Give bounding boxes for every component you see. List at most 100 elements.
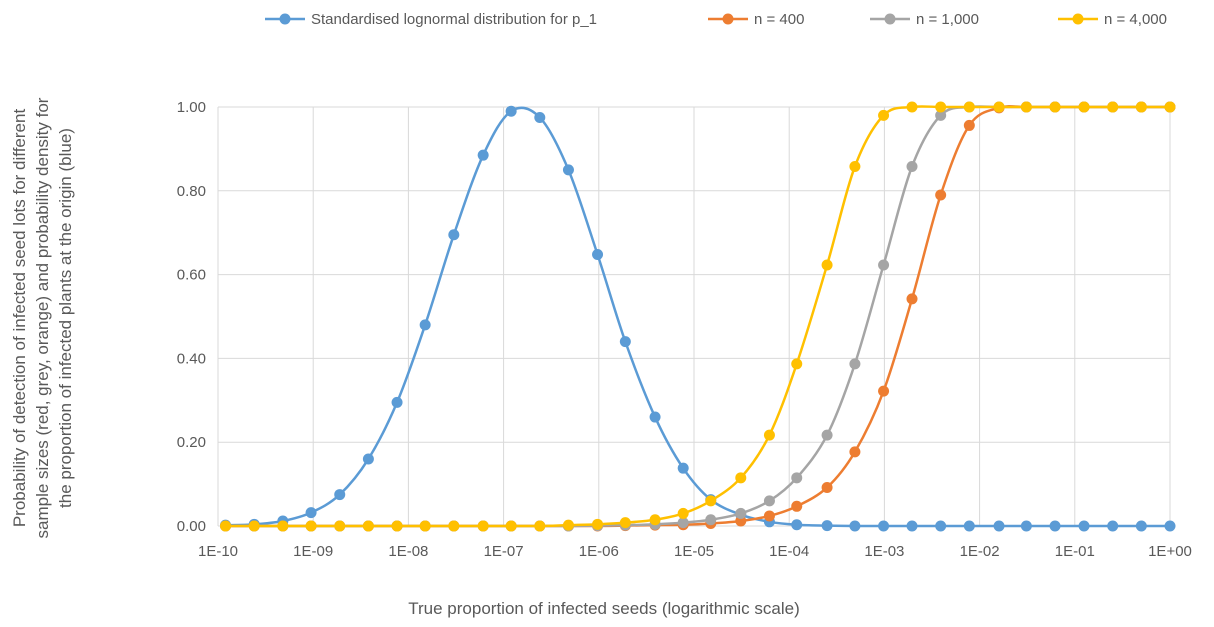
- data-point: [362, 453, 374, 465]
- data-point: [505, 105, 517, 117]
- legend-swatch-marker: [279, 13, 291, 25]
- data-point: [391, 520, 403, 532]
- data-point: [705, 514, 717, 526]
- data-point: [993, 101, 1005, 113]
- data-point: [849, 160, 861, 172]
- data-point: [534, 520, 546, 532]
- data-point: [1164, 520, 1176, 532]
- data-point: [1078, 101, 1090, 113]
- data-point: [592, 518, 604, 530]
- data-point: [935, 101, 947, 113]
- data-point: [677, 507, 689, 519]
- legend-label: n = 400: [754, 11, 804, 28]
- data-point: [505, 520, 517, 532]
- data-point: [220, 520, 232, 532]
- data-point: [791, 472, 803, 484]
- y-axis-title-line-2: sample sizes (red, grey, orange) and pro…: [33, 97, 52, 538]
- data-point: [677, 517, 689, 529]
- y-axis-title-line-3: the proportion of infected plants at the…: [56, 128, 75, 508]
- data-point: [592, 248, 604, 260]
- data-point: [334, 520, 346, 532]
- data-point: [963, 520, 975, 532]
- data-point: [735, 507, 747, 519]
- data-point: [649, 514, 661, 526]
- data-point: [849, 446, 861, 458]
- x-tick-label: 1E-01: [1055, 543, 1095, 560]
- data-point: [763, 429, 775, 441]
- data-point: [1107, 520, 1119, 532]
- x-tick-label: 1E-02: [960, 543, 1000, 560]
- x-tick-label: 1E-09: [293, 543, 333, 560]
- data-point: [1164, 101, 1176, 113]
- legend-swatch-marker: [884, 13, 896, 25]
- x-tick-label: 1E-07: [484, 543, 524, 560]
- data-point: [1078, 520, 1090, 532]
- data-point: [248, 520, 260, 532]
- data-point: [821, 429, 833, 441]
- x-tick-label: 1E-08: [388, 543, 428, 560]
- data-point: [906, 293, 918, 305]
- data-point: [305, 520, 317, 532]
- axes: 1E-10 1E-09 1E-08 1E-07 1E-06 1E-05 1E-04 1E-03…: [177, 99, 1192, 560]
- data-point: [878, 520, 890, 532]
- data-point: [477, 149, 489, 161]
- data-point: [763, 495, 775, 507]
- data-point: [935, 189, 947, 201]
- data-point: [677, 462, 689, 474]
- data-point: [935, 520, 947, 532]
- legend-item-0: Standardised lognormal distribution for …: [265, 11, 597, 28]
- data-point: [448, 520, 460, 532]
- y-tick-label: 0.80: [177, 183, 206, 200]
- legend-label: Standardised lognormal distribution for …: [311, 11, 597, 28]
- data-point: [562, 519, 574, 531]
- legend-label: n = 4,000: [1104, 11, 1167, 28]
- legend-swatch-marker: [1072, 13, 1084, 25]
- data-point: [906, 101, 918, 113]
- data-point: [963, 101, 975, 113]
- data-point: [1049, 520, 1061, 532]
- data-point: [534, 111, 546, 123]
- series-0: [220, 105, 1176, 532]
- x-tick-label: 1E+00: [1148, 543, 1192, 560]
- data-point: [649, 411, 661, 423]
- y-tick-label: 0.60: [177, 267, 206, 284]
- data-point: [821, 520, 833, 532]
- data-point: [735, 515, 747, 527]
- data-point: [763, 510, 775, 522]
- data-point: [849, 358, 861, 370]
- data-point: [1135, 101, 1147, 113]
- series-layer: [220, 101, 1176, 532]
- data-point: [1049, 101, 1061, 113]
- data-point: [1020, 520, 1032, 532]
- data-point: [1107, 101, 1119, 113]
- data-point: [993, 520, 1005, 532]
- x-tick-label: 1E-03: [864, 543, 904, 560]
- data-point: [935, 109, 947, 121]
- y-tick-label: 0.40: [177, 350, 206, 367]
- data-point: [419, 520, 431, 532]
- data-point: [619, 336, 631, 348]
- data-point: [419, 319, 431, 331]
- legend: Standardised lognormal distribution for …: [265, 11, 1167, 28]
- data-point: [821, 259, 833, 271]
- data-point: [562, 164, 574, 176]
- data-point: [277, 520, 289, 532]
- x-tick-label: 1E-10: [198, 543, 238, 560]
- y-axis-title: Probability of detection of infected see…: [10, 97, 75, 538]
- y-tick-label: 0.00: [177, 518, 206, 535]
- x-tick-label: 1E-05: [674, 543, 714, 560]
- x-axis-title: True proportion of infected seeds (logar…: [408, 599, 800, 618]
- data-point: [878, 259, 890, 271]
- data-point: [619, 517, 631, 529]
- series-3: [220, 101, 1176, 532]
- y-tick-label: 0.20: [177, 434, 206, 451]
- data-point: [849, 520, 861, 532]
- legend-item-2: n = 1,000: [870, 11, 979, 28]
- x-tick-label: 1E-04: [769, 543, 809, 560]
- data-point: [906, 160, 918, 172]
- legend-label: n = 1,000: [916, 11, 979, 28]
- data-point: [362, 520, 374, 532]
- data-point: [906, 520, 918, 532]
